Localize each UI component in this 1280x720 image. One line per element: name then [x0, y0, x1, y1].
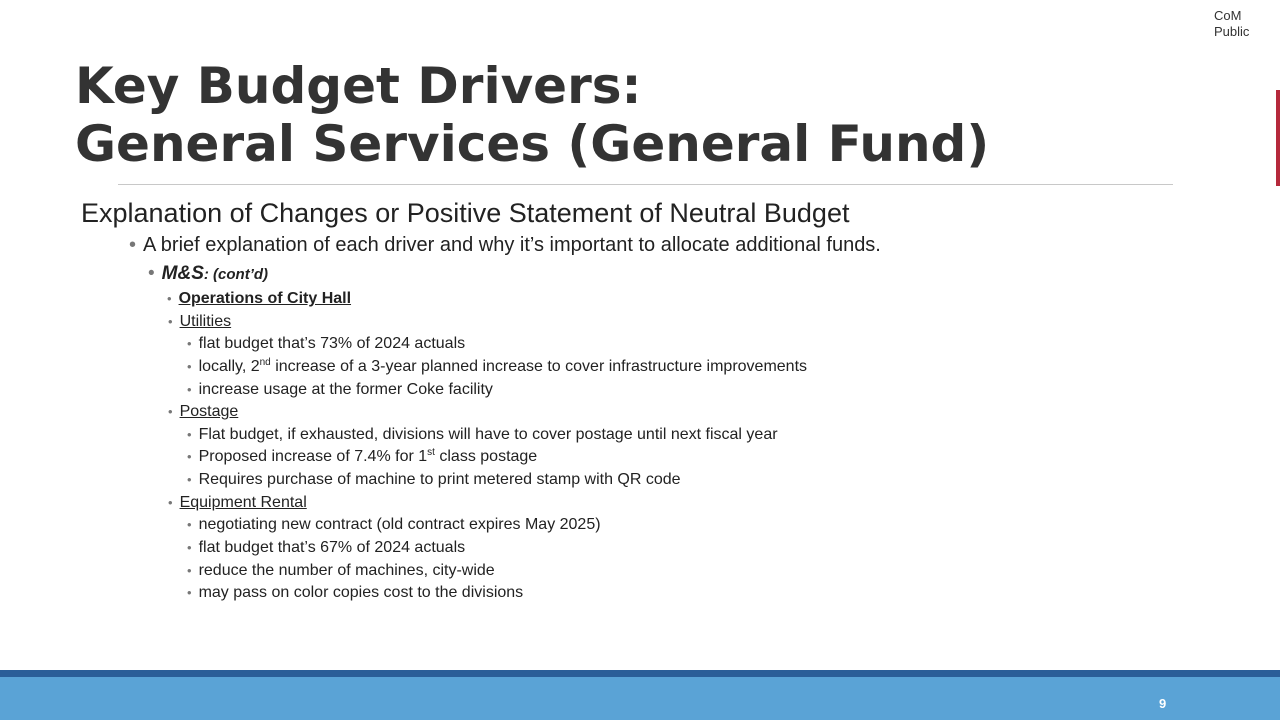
- utilities-label: Utilities: [179, 313, 232, 330]
- bullet-dot-icon: •: [187, 449, 192, 464]
- classification-line-2: Public: [1214, 24, 1250, 39]
- page-number: 9: [1159, 696, 1167, 711]
- equipment-label: Equipment Rental: [179, 494, 307, 511]
- equipment-item-3: reduce the number of machines, city-wide: [198, 562, 495, 579]
- equipment-item-4: may pass on color copies cost to the div…: [198, 584, 524, 601]
- postage-item-3: Requires purchase of machine to print me…: [198, 471, 681, 488]
- operations-label: Operations of City Hall: [178, 290, 352, 307]
- bullet-dot-icon: •: [148, 263, 155, 284]
- operations-heading: • Operations of City Hall: [167, 289, 351, 309]
- bullet-dot-icon: •: [168, 404, 173, 419]
- bullet-dot-icon: •: [168, 495, 173, 510]
- equipment-item-2: flat budget that’s 67% of 2024 actuals: [198, 539, 466, 556]
- slide-title-line-1: Key Budget Drivers:: [75, 57, 642, 115]
- footer-divider: [0, 670, 1280, 677]
- bullet-dot-icon: •: [187, 427, 192, 442]
- bullet-dot-icon: •: [187, 585, 192, 600]
- utilities-item: • locally, 2nd increase of a 3-year plann…: [187, 357, 808, 376]
- classification-label: CoM Public: [1214, 8, 1249, 40]
- intro-text: A brief explanation of each driver and w…: [143, 234, 881, 256]
- bullet-dot-icon: •: [187, 563, 192, 578]
- category-label: M&S: [161, 263, 204, 284]
- postage-item: • Requires purchase of machine to print m…: [187, 470, 681, 490]
- bullet-dot-icon: •: [168, 314, 173, 329]
- bullet-dot-icon: •: [187, 517, 192, 532]
- bullet-dot-icon: •: [187, 540, 192, 555]
- bullet-dot-icon: •: [187, 359, 192, 374]
- category-bullet: • M&S: (cont’d): [148, 262, 268, 287]
- equipment-item: • may pass on color copies cost to the di…: [187, 583, 523, 603]
- category-suffix: : (cont’d): [203, 266, 269, 283]
- bullet-dot-icon: •: [187, 336, 192, 351]
- postage-heading: • Postage: [168, 402, 238, 422]
- utilities-item-1: flat budget that’s 73% of 2024 actuals: [198, 335, 466, 352]
- utilities-item: • flat budget that’s 73% of 2024 actuals: [187, 334, 465, 354]
- equipment-item: • negotiating new contract (old contract …: [187, 515, 601, 535]
- slide-title-line-2: General Services (General Fund): [75, 115, 990, 173]
- slide-title: Key Budget Drivers: General Services (Ge…: [75, 57, 989, 173]
- postage-item: • Flat budget, if exhausted, divisions wi…: [187, 425, 778, 445]
- side-accent-bar: [1276, 90, 1280, 186]
- bullet-dot-icon: •: [167, 291, 172, 306]
- utilities-heading: • Utilities: [168, 312, 231, 332]
- classification-line-1: CoM: [1214, 8, 1242, 23]
- equipment-item-1: negotiating new contract (old contract e…: [198, 516, 601, 533]
- equipment-heading: • Equipment Rental: [168, 493, 307, 513]
- footer-bar: [0, 677, 1280, 720]
- bullet-dot-icon: •: [187, 472, 192, 487]
- postage-label: Postage: [179, 403, 239, 420]
- utilities-item: • increase usage at the former Coke facil…: [187, 380, 493, 400]
- postage-item: • Proposed increase of 7.4% for 1st class…: [187, 447, 538, 466]
- section-heading: Explanation of Changes or Positive State…: [81, 198, 850, 228]
- bullet-dot-icon: •: [187, 382, 192, 397]
- intro-bullet: • A brief explanation of each driver and …: [129, 232, 881, 258]
- title-divider: [118, 184, 1173, 185]
- equipment-item: • reduce the number of machines, city-wid…: [187, 561, 495, 581]
- utilities-item-3: increase usage at the former Coke facili…: [198, 381, 493, 398]
- postage-item-1: Flat budget, if exhausted, divisions wil…: [198, 426, 778, 443]
- equipment-item: • flat budget that’s 67% of 2024 actuals: [187, 538, 465, 558]
- bullet-dot-icon: •: [129, 234, 137, 256]
